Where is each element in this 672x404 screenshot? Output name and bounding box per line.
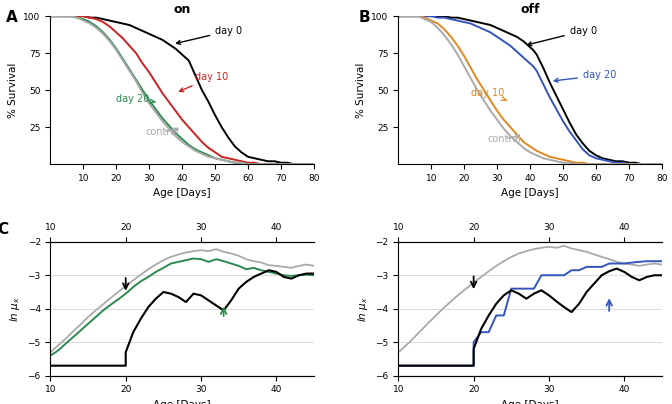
Text: control: control bbox=[146, 126, 179, 137]
Text: day 10: day 10 bbox=[179, 72, 228, 92]
Text: B: B bbox=[359, 10, 370, 25]
Y-axis label: $ln\ \mu_x$: $ln\ \mu_x$ bbox=[8, 296, 22, 322]
Title: on: on bbox=[173, 3, 191, 16]
X-axis label: Age [Days]: Age [Days] bbox=[501, 189, 559, 198]
Text: day 20: day 20 bbox=[116, 94, 155, 104]
X-axis label: Age [Days]: Age [Days] bbox=[153, 189, 211, 198]
X-axis label: Age [Days]: Age [Days] bbox=[501, 400, 559, 404]
Text: control: control bbox=[487, 134, 521, 144]
Text: day 0: day 0 bbox=[177, 26, 243, 44]
Text: day 20: day 20 bbox=[554, 70, 616, 82]
Y-axis label: $ln\ \mu_x$: $ln\ \mu_x$ bbox=[355, 296, 370, 322]
X-axis label: Age [Days]: Age [Days] bbox=[153, 400, 211, 404]
Text: C: C bbox=[0, 222, 9, 237]
Y-axis label: % Survival: % Survival bbox=[8, 63, 18, 118]
Text: day 0: day 0 bbox=[528, 26, 597, 46]
Title: off: off bbox=[520, 3, 540, 16]
Y-axis label: % Survival: % Survival bbox=[355, 63, 366, 118]
Text: day 10: day 10 bbox=[471, 88, 507, 101]
Text: A: A bbox=[5, 10, 17, 25]
